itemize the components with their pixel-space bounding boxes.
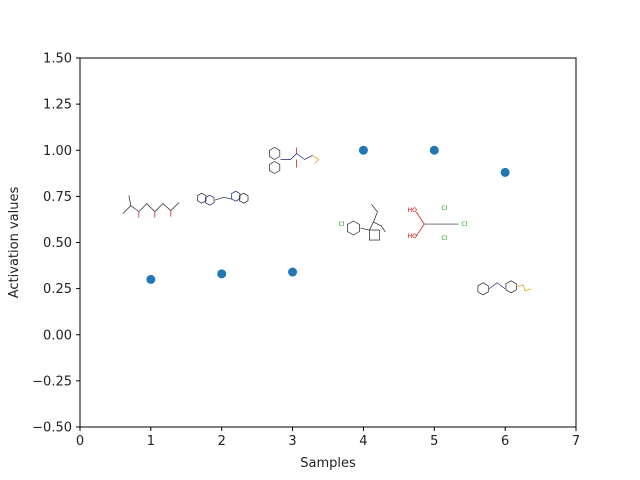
y-tick-label: 0.50 (43, 236, 72, 251)
x-tick-label: 5 (430, 434, 438, 449)
x-axis-label: Samples (300, 456, 356, 471)
x-tick-label: 2 (218, 434, 226, 449)
plot-area (80, 58, 576, 427)
y-tick-label: −0.50 (32, 421, 72, 436)
svg-text:Cl: Cl (461, 221, 467, 228)
data-point (358, 145, 368, 155)
data-point (500, 167, 510, 177)
data-point (146, 274, 156, 284)
molecule-annotations: Cl HO HO Cl Cl Cl (122, 147, 532, 296)
y-axis-label: Activation values (7, 187, 22, 299)
x-tick-label: 3 (288, 434, 296, 449)
x-tick-label: 1 (147, 434, 155, 449)
x-tick-label: 7 (572, 434, 580, 449)
molecule-structure-image (477, 280, 532, 296)
molecule-structure-image (269, 147, 320, 174)
y-tick-label: 0.75 (43, 190, 72, 205)
y-tick-label: 0.00 (43, 328, 72, 343)
y-tick-label: 1.00 (43, 144, 72, 159)
data-point (288, 267, 298, 277)
molecule-structure-image: Cl (338, 203, 386, 241)
x-tick-label: 4 (359, 434, 367, 449)
x-tick-label: 0 (76, 434, 84, 449)
y-tick-label: 0.25 (43, 282, 72, 297)
x-tick-label: 6 (501, 434, 509, 449)
svg-text:Cl: Cl (338, 221, 344, 228)
molecule-structure-image: HO HO Cl Cl Cl (408, 205, 468, 242)
data-points (146, 145, 510, 284)
data-point (429, 145, 439, 155)
svg-text:HO: HO (408, 207, 418, 214)
svg-text:Cl: Cl (441, 235, 447, 242)
y-axis-ticks: −0.50 −0.25 0.00 0.25 0.50 0.75 1.00 1.25 1.50 (32, 52, 80, 436)
y-tick-label: 1.25 (43, 98, 72, 113)
molecule-structure-image (122, 195, 180, 218)
svg-text:HO: HO (408, 233, 418, 240)
molecule-structure-image (197, 190, 249, 206)
y-tick-label: 1.50 (43, 52, 72, 67)
svg-text:Cl: Cl (441, 205, 447, 212)
data-point (217, 269, 227, 279)
y-tick-label: −0.25 (32, 374, 72, 389)
x-axis-ticks: 0 1 2 3 4 5 6 7 (76, 427, 580, 449)
